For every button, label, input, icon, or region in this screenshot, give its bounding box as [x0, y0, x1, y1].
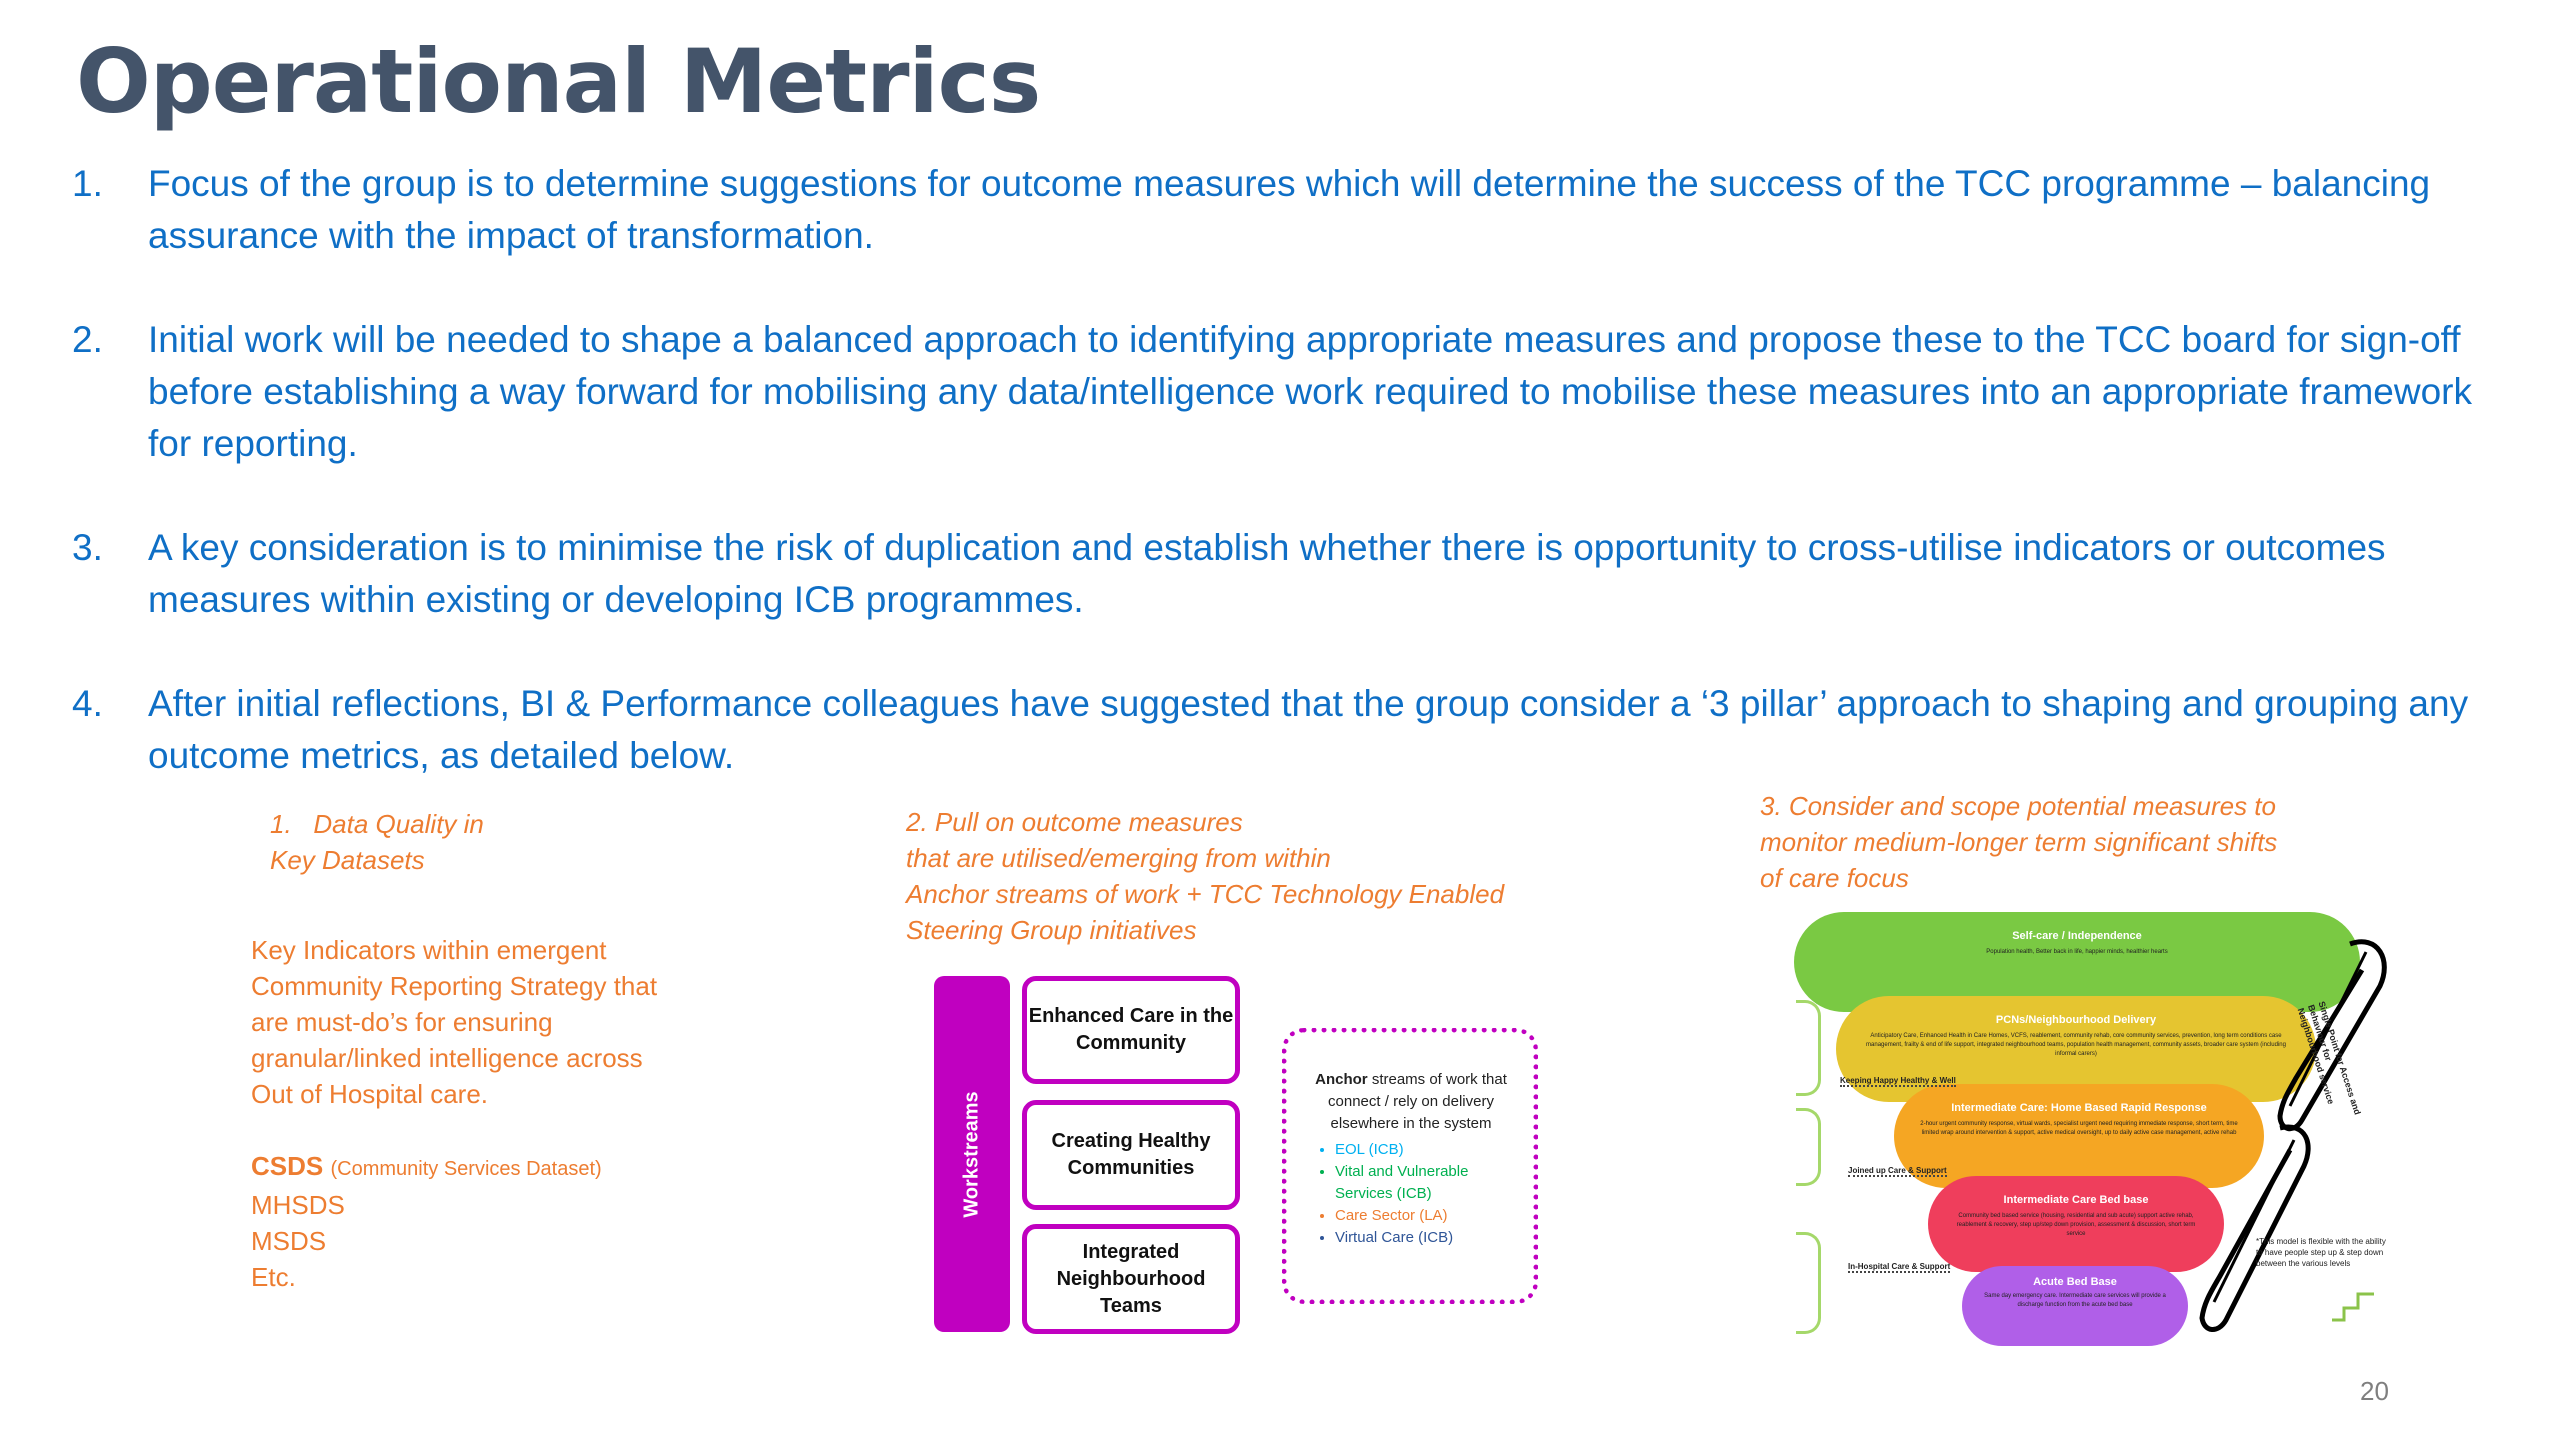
workstreams-bar	[934, 976, 1010, 1332]
tier-intermediate-bed: Intermediate Care Bed base Community bed…	[1928, 1176, 2224, 1272]
workstreams-label: Workstreams	[960, 1090, 983, 1218]
step-arrows-graphic	[2199, 939, 2387, 1332]
pillar1-datasets: CSDS (Community Services Dataset) MHSDS …	[251, 1151, 602, 1292]
tier-acute: Acute Bed Base Same day emergency care. …	[1962, 1266, 2188, 1346]
point-2: 2. Initial work will be needed to shape a…	[72, 319, 2472, 464]
tier-intermediate-home: Intermediate Care: Home Based Rapid Resp…	[1894, 1084, 2264, 1188]
pen-arrow-lower	[2199, 1124, 2311, 1332]
anchor-item: Virtual Care (ICB)	[1335, 1227, 1521, 1249]
pillar3-heading: 3. Consider and scope potential measures…	[1760, 791, 2278, 893]
step-icon	[2332, 1292, 2374, 1322]
left-bracket	[1796, 1232, 1821, 1334]
numbered-points: 1. Focus of the group is to determine sug…	[72, 158, 2512, 782]
page-number: 20	[2360, 1376, 2389, 1406]
workstream-box-healthy-communities: Creating Healthy Communities	[1022, 1100, 1240, 1210]
left-bracket	[1796, 1108, 1821, 1186]
workstream-box-enhanced-care: Enhanced Care in the Community	[1022, 976, 1240, 1084]
side-label-keeping-well: Keeping Happy Healthy & Well	[1840, 1076, 1956, 1087]
anchor-list: EOL (ICB) Vital and Vulnerable Services …	[1301, 1139, 1521, 1249]
tier-self-care: Self-care / Independence Population heal…	[1794, 912, 2360, 1012]
workstream-box-neighbourhood-teams: Integrated Neighbourhood Teams	[1022, 1224, 1240, 1334]
anchor-item: Vital and Vulnerable Services (ICB)	[1335, 1161, 1521, 1205]
pillar1-body: Key Indicators within emergent Community…	[251, 935, 658, 1109]
left-bracket	[1796, 1000, 1821, 1096]
point-1: 1. Focus of the group is to determine sug…	[72, 163, 2431, 256]
pillar2-heading: 2. Pull on outcome measures that are uti…	[906, 807, 1505, 945]
side-label-joined-up: Joined up Care & Support	[1848, 1166, 1947, 1177]
point-4: 4. After initial reflections, BI & Perfor…	[72, 683, 2469, 776]
anchor-item: Care Sector (LA)	[1335, 1205, 1521, 1227]
flex-note: *This model is flexible with the ability…	[2256, 1237, 2386, 1268]
anchor-streams-box: Anchor streams of work that connect / re…	[1282, 1028, 1538, 1304]
side-label-in-hospital: In-Hospital Care & Support	[1848, 1262, 1951, 1273]
anchor-item: EOL (ICB)	[1335, 1139, 1521, 1161]
pillar1-heading: 1. Data Quality in Key Datasets	[270, 809, 484, 875]
point-3: 3. A key consideration is to minimise the…	[72, 527, 2386, 620]
page-title: Operational Metrics	[76, 30, 1041, 133]
